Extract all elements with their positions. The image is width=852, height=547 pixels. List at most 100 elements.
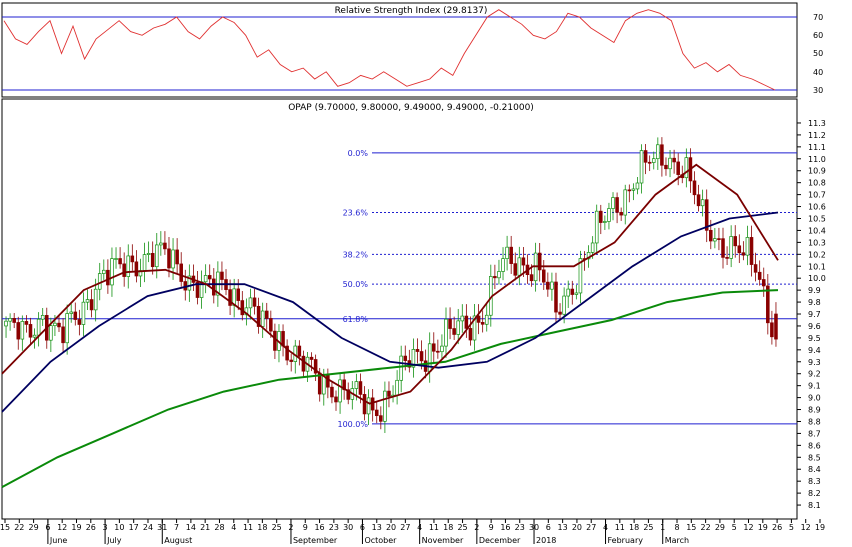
candle-body <box>651 158 656 163</box>
price-tick-label: 8.3 <box>808 477 821 486</box>
x-day-label: 5 <box>789 523 794 532</box>
candle-body <box>73 311 78 320</box>
candle-body <box>297 345 302 357</box>
x-day-label: 12 <box>743 523 753 532</box>
candle-body <box>456 320 460 335</box>
candle-body <box>122 263 126 277</box>
rsi-tick-label: 30 <box>813 86 823 95</box>
rsi-tick-label: 50 <box>813 49 823 58</box>
candle-body <box>77 319 82 325</box>
candle-body <box>684 157 689 179</box>
moving-average-green <box>1 289 779 488</box>
candle-body <box>766 285 770 324</box>
candle-body <box>134 261 139 277</box>
candle-body <box>566 288 570 297</box>
candle-body <box>285 345 289 361</box>
candle-body <box>541 269 546 283</box>
candle-body <box>220 271 224 280</box>
price-tick-label: 8.9 <box>808 406 821 415</box>
candle-body <box>49 325 53 341</box>
candle-body <box>362 394 367 415</box>
candle-body <box>163 242 167 250</box>
rsi-panel: Relative Strength Index (29.8137) 70 60 … <box>1 2 823 98</box>
candle-body <box>647 161 652 164</box>
candle-body <box>179 263 183 282</box>
candle-body <box>753 264 758 273</box>
candle-body <box>89 299 94 311</box>
price-tick-label: 9.5 <box>808 334 821 343</box>
candle-body <box>175 249 179 265</box>
price-tick-label: 9.2 <box>808 370 821 379</box>
candle-body <box>264 310 269 319</box>
x-day-label: 22 <box>701 523 711 532</box>
candle-body <box>725 257 729 259</box>
x-month-label: October <box>364 536 397 545</box>
candle-body <box>733 236 738 247</box>
candle-body <box>546 281 550 290</box>
price-tick-label: 9.6 <box>808 322 821 331</box>
candle-body <box>12 318 16 323</box>
price-tick-label: 8.4 <box>808 465 821 474</box>
x-day-label: 26 <box>772 523 782 532</box>
candle-body <box>81 301 86 325</box>
candle-body <box>521 257 526 266</box>
x-day-label: 21 <box>200 523 210 532</box>
candle-body <box>635 182 640 190</box>
candle-body <box>627 189 632 192</box>
x-day-label: 11 <box>429 523 439 532</box>
candle-body <box>709 229 713 242</box>
candle-body <box>289 359 293 362</box>
candle-body <box>562 295 566 315</box>
candle-body <box>207 275 212 280</box>
x-month-label: November <box>422 536 464 545</box>
rsi-title: Relative Strength Index (29.8137) <box>335 6 488 16</box>
x-day-label: 27 <box>400 523 410 532</box>
candle-body <box>159 242 163 246</box>
x-day-label: 24 <box>143 523 153 532</box>
candle-body <box>480 322 485 325</box>
candle-body <box>419 351 424 362</box>
candle-body <box>643 150 648 163</box>
candle-body <box>146 253 151 255</box>
candle-body <box>574 292 579 295</box>
x-month-label: September <box>293 536 338 545</box>
candle-body <box>126 255 131 277</box>
candle-body <box>505 246 509 259</box>
x-month-label: August <box>164 536 192 545</box>
x-day-label: 11 <box>615 523 625 532</box>
candle-body <box>623 189 628 216</box>
candle-body <box>130 255 135 263</box>
price-tick-label: 9.9 <box>808 286 821 295</box>
x-day-label: 20 <box>386 523 396 532</box>
x-day-label: 25 <box>272 523 282 532</box>
candle-body <box>358 381 363 395</box>
x-day-label: 22 <box>14 523 24 532</box>
candle-body <box>615 197 619 213</box>
candle-body <box>656 144 660 160</box>
fib-level-label: 23.6% <box>343 209 369 218</box>
x-day-label: 14 <box>186 523 196 532</box>
candle-body <box>590 242 595 253</box>
price-axis: 8.1 8.2 8.3 8.4 8.5 8.6 8.7 8.8 8.9 9.0 9.1 9.2 9.3 9… <box>797 119 826 510</box>
candle-body <box>171 249 175 269</box>
x-day-label: 29 <box>715 523 725 532</box>
x-month-label: March <box>665 536 689 545</box>
x-day-label: 16 <box>314 523 324 532</box>
candle-body <box>244 307 249 316</box>
candle-body <box>114 258 118 260</box>
candle-body <box>346 389 351 400</box>
candle-body <box>387 390 391 397</box>
price-tick-label: 9.0 <box>808 394 821 403</box>
candle-body <box>248 297 253 309</box>
price-bars <box>4 137 778 433</box>
price-tick-label: 11.3 <box>808 119 826 128</box>
candle-body <box>40 315 45 320</box>
candle-body <box>599 210 603 223</box>
price-tick-label: 8.2 <box>808 489 821 498</box>
price-tick-label: 10.9 <box>808 167 826 176</box>
candle-body <box>203 275 208 283</box>
candle-body <box>269 318 273 332</box>
candle-body <box>631 188 636 191</box>
candle-body <box>395 379 399 396</box>
